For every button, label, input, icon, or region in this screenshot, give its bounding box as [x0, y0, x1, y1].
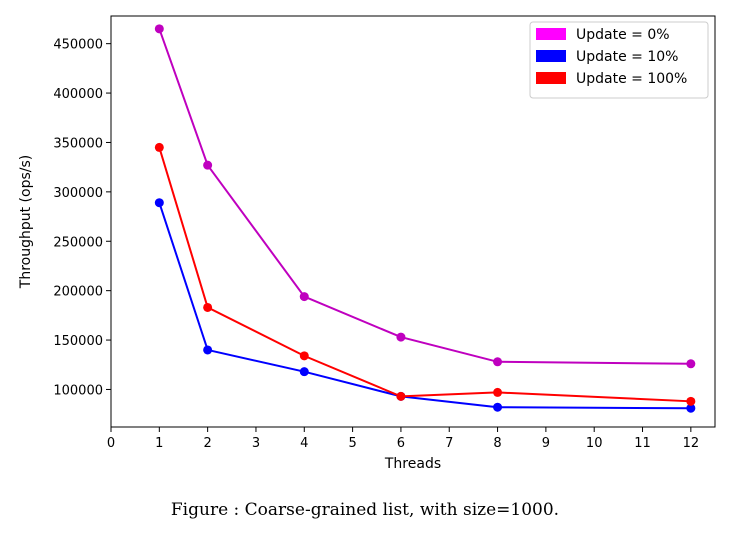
x-tick-label: 10: [586, 436, 603, 451]
x-tick-label: 12: [683, 436, 700, 451]
x-tick-label: 3: [252, 436, 260, 451]
x-tick-label: 2: [203, 436, 211, 451]
data-point: [299, 351, 309, 361]
data-point: [396, 332, 406, 342]
y-tick-label: 100000: [53, 383, 103, 398]
legend-label: Update = 100%: [576, 71, 687, 87]
data-point: [396, 391, 406, 401]
data-point: [493, 357, 503, 367]
x-tick-label: 7: [445, 436, 453, 451]
series-line-1: [158, 202, 691, 410]
series-line-2: [158, 147, 691, 403]
x-axis: 0 1 2 3 4 5 6 7 8 9 10 11 12: [107, 427, 699, 451]
data-point: [686, 396, 696, 406]
x-tick-label: 11: [634, 436, 651, 451]
y-tick-label: 150000: [53, 334, 103, 349]
y-tick-label: 250000: [53, 235, 103, 250]
line-chart: 0 1 2 3 4 5 6 7 8 9 10 11 12 10000015000020000025000…: [18, 15, 716, 472]
data-point: [154, 198, 164, 208]
legend-swatch: [536, 50, 566, 62]
y-tick-label: 350000: [53, 136, 103, 151]
legend-label: Update = 10%: [576, 49, 678, 65]
y-axis: 100000 150000 200000 250000 300000 350000 4000…: [53, 38, 111, 398]
data-point: [154, 24, 164, 34]
data-point: [299, 292, 309, 302]
data-point: [154, 142, 164, 152]
data-point: [299, 367, 309, 377]
y-tick-label: 450000: [53, 38, 103, 53]
x-tick-label: 4: [300, 436, 308, 451]
x-tick-label: 1: [155, 436, 163, 451]
legend-box: [529, 21, 709, 99]
data-point: [686, 359, 696, 369]
data-point: [203, 160, 213, 170]
legend: Update = 0% Update = 10% Update = 100%: [529, 21, 709, 99]
x-tick-label: 0: [107, 436, 115, 451]
plot-marks: [154, 24, 696, 413]
legend-label: Update = 0%: [576, 27, 670, 43]
x-tick-label: 8: [493, 436, 501, 451]
y-tick-label: 300000: [53, 186, 103, 201]
data-point: [203, 345, 213, 355]
x-tick-label: 5: [348, 436, 356, 451]
x-tick-label: 6: [397, 436, 405, 451]
plot-frame: [110, 15, 716, 428]
data-point: [493, 402, 503, 412]
legend-swatch: [536, 28, 566, 40]
x-tick-label: 9: [542, 436, 550, 451]
x-axis-label: Threads: [384, 456, 441, 472]
y-axis-label: Throughput (ops/s): [18, 155, 34, 289]
data-point: [203, 302, 213, 312]
legend-swatch: [536, 72, 566, 84]
y-tick-label: 200000: [53, 285, 103, 300]
figure-caption: Figure : Coarse-grained list, with size=…: [170, 500, 560, 520]
data-point: [493, 387, 503, 397]
y-tick-label: 400000: [53, 87, 103, 102]
data-point: [686, 403, 696, 413]
series-line-0: [158, 28, 691, 365]
